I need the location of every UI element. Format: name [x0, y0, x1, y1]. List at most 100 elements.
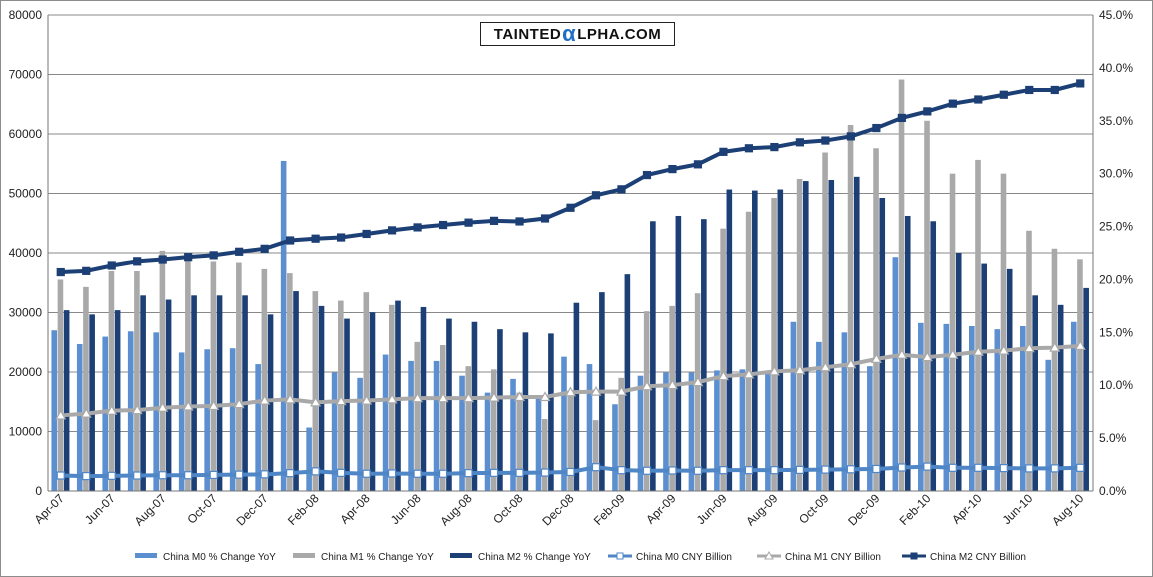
data-point — [515, 217, 524, 226]
legend-label: China M2 CNY Billion — [930, 552, 1026, 563]
legend-label: China M0 CNY Billion — [636, 552, 732, 563]
bar-china-m0-change-yoy — [714, 370, 720, 491]
bar-china-m1-change-yoy — [287, 273, 293, 491]
left-axis-tick-label: 70000 — [9, 68, 43, 82]
left-axis-tick-label: 0 — [35, 484, 42, 498]
data-point — [566, 467, 575, 477]
data-point — [819, 361, 831, 372]
data-point — [311, 467, 320, 476]
data-point — [286, 469, 295, 478]
bar-china-m2-change-yoy — [573, 302, 580, 491]
data-point — [770, 466, 779, 475]
bar-china-m1-change-yoy — [338, 300, 344, 491]
data-point — [131, 404, 143, 415]
bar-china-m1-change-yoy — [57, 279, 64, 491]
line-series-china-m1-cny-billion — [55, 340, 1086, 420]
data-point — [998, 344, 1010, 355]
data-point — [413, 469, 422, 478]
data-point — [795, 138, 804, 147]
data-point — [590, 385, 602, 396]
bar-china-m2-change-yoy — [955, 253, 962, 491]
data-point — [540, 468, 550, 477]
bar-china-m2-change-yoy — [89, 314, 95, 491]
bar-china-m0-change-yoy — [51, 330, 58, 491]
data-point — [284, 393, 296, 404]
data-point — [999, 90, 1008, 99]
right-axis-tick-label: 30.0% — [1099, 167, 1133, 181]
legend-label: China M2 % Change YoY — [478, 552, 591, 563]
bar-china-m0-change-yoy — [204, 349, 210, 491]
data-point — [438, 469, 448, 478]
bar-china-m0-change-yoy — [229, 348, 236, 491]
data-point — [897, 113, 906, 123]
legend-item: China M2 CNY Billion — [902, 552, 1026, 563]
bar-china-m0-change-yoy — [102, 336, 109, 491]
x-axis-tick-label: Aug-09 — [743, 491, 780, 528]
data-point — [56, 471, 65, 480]
bar-china-m0-change-yoy — [765, 373, 771, 491]
bar-china-m2-change-yoy — [267, 314, 274, 491]
bar-china-m1-change-yoy — [185, 260, 191, 491]
legend-label: China M1 % Change YoY — [321, 552, 434, 563]
data-point — [744, 466, 754, 475]
data-point — [107, 471, 116, 480]
legend-item: China M0 % Change YoY — [135, 552, 276, 563]
data-point — [615, 385, 628, 396]
right-axis-tick-label: 15.0% — [1099, 325, 1133, 339]
bars — [51, 79, 1089, 492]
bar-china-m0-change-yoy — [612, 404, 618, 491]
bar-china-m0-change-yoy — [331, 372, 338, 491]
watermark-logo: Tainted α lpha.com — [480, 21, 675, 46]
bar-china-m2-change-yoy — [522, 332, 529, 491]
data-point — [55, 409, 67, 420]
legend-swatch — [135, 553, 157, 558]
bar-china-m0-change-yoy — [841, 332, 848, 491]
data-point — [972, 346, 984, 356]
watermark-alpha: α — [562, 21, 577, 46]
bar-china-m2-change-yoy — [191, 295, 197, 491]
bar-china-m0-change-yoy — [867, 366, 873, 491]
x-axis-tick-label: Jun-08 — [388, 491, 424, 527]
bar-china-m2-change-yoy — [471, 321, 478, 491]
data-point — [489, 468, 499, 477]
data-point — [540, 214, 550, 223]
bar-china-m2-change-yoy — [344, 318, 350, 491]
data-point — [845, 358, 857, 369]
right-axis-tick-label: 45.0% — [1099, 8, 1133, 22]
data-point — [488, 391, 500, 402]
data-point — [233, 398, 245, 409]
left-axis-tick-label: 80000 — [9, 8, 43, 22]
data-point — [208, 400, 220, 411]
line-series-china-m2-cny-billion — [56, 79, 1085, 277]
data-point — [1076, 463, 1085, 472]
data-point — [617, 185, 626, 194]
bar-china-m1-change-yoy — [1051, 248, 1058, 491]
bar-china-m1-change-yoy — [771, 197, 777, 492]
x-axis-tick-label: Jun-10 — [1000, 491, 1036, 527]
bar-china-m0-change-yoy — [280, 160, 287, 491]
data-point — [82, 266, 91, 275]
bar-china-m1-change-yoy — [108, 270, 115, 491]
bar-china-m0-change-yoy — [637, 375, 644, 491]
bar-china-m0-change-yoy — [1045, 359, 1052, 491]
data-point — [184, 471, 193, 480]
bar-china-m0-change-yoy — [535, 397, 542, 491]
line-series-china-m0-cny-billion — [56, 462, 1085, 481]
bar-china-m1-change-yoy — [592, 420, 599, 491]
bar-china-m1-change-yoy — [134, 270, 140, 491]
bar-china-m0-change-yoy — [153, 332, 159, 491]
bar-china-m0-change-yoy — [510, 378, 516, 491]
data-point — [489, 216, 499, 225]
data-point — [693, 160, 703, 169]
x-axis-tick-label: Jun-07 — [82, 491, 118, 527]
bar-china-m2-change-yoy — [395, 300, 401, 491]
x-axis-tick-label: Oct-08 — [490, 491, 526, 527]
bar-china-m0-change-yoy — [484, 392, 491, 491]
data-point — [897, 463, 906, 472]
bar-china-m0-change-yoy — [688, 372, 695, 491]
bar-china-m0-change-yoy — [943, 323, 950, 491]
right-axis-tick-label: 10.0% — [1099, 378, 1133, 392]
data-point — [717, 370, 729, 381]
data-point — [642, 170, 652, 180]
data-point — [999, 463, 1008, 473]
